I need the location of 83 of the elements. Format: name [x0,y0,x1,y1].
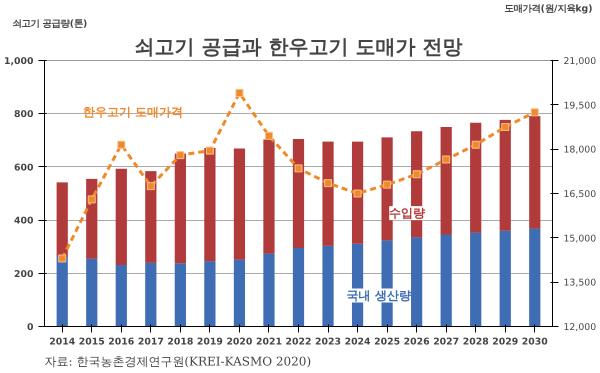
y2-axis-title: 도매가격(원/지육kg) [504,4,593,14]
x-tick-label: 2014 [49,336,76,348]
x-tick-label: 2019 [196,336,223,348]
bar [263,140,275,254]
x-tick-label: 2023 [315,336,342,348]
bar [352,142,364,244]
bar [322,142,334,246]
bar [174,154,186,264]
point [383,180,392,189]
y2-tick-label: 15,000 [564,233,596,244]
x-tick-label: 2027 [433,336,460,348]
bar [322,246,334,326]
point [235,89,244,98]
x-tick-label: 2024 [344,336,372,348]
x-tick-label: 2021 [256,336,282,348]
bar [292,248,304,326]
point [530,108,539,116]
x-tick-label: 2017 [138,336,164,348]
y2-tick-label: 21,000 [564,56,596,67]
chart-title: 쇠고기 공급과 한우고기 도매가 전망 [134,34,462,58]
bar [86,258,98,326]
x-tick-label: 2030 [522,336,548,348]
x-tick-label: 2016 [108,336,134,348]
y2-tick-label: 12,000 [564,322,596,333]
point [354,190,362,198]
y-axis-title: 쇠고기 공급량(톤) [12,18,88,30]
text: 한우고기 도매가격 [82,105,184,120]
x-tick-label: 2026 [404,336,430,348]
bar [145,171,156,263]
y-tick-label: 200 [14,268,34,280]
x-tick-label: 2015 [78,336,105,348]
bar [500,230,511,326]
bar [56,256,68,326]
point [442,156,450,164]
y-tick-label: 400 [14,216,34,227]
x-tick-label: 2020 [226,336,253,348]
bar [411,237,422,326]
point [501,123,510,131]
y-tick-label: 0 [27,322,34,333]
bar [440,127,452,234]
point [472,140,480,149]
series-label: 수입량 [389,206,426,220]
y2-tick-label: 13,500 [564,278,596,289]
bar [440,234,452,326]
point [412,170,421,178]
y-tick-label: 600 [14,162,34,174]
bar [263,254,275,326]
bar [174,263,186,326]
x-tick-label: 2018 [167,336,194,348]
bar [145,262,156,326]
x-tick-label: 2022 [286,336,312,348]
point [117,140,126,149]
bar [292,138,304,248]
text: 자료: 한국농촌경제연구원(KREI-KASMO 2020) [44,354,312,368]
point [146,182,155,190]
bar [500,120,511,231]
bar [116,168,127,266]
point [58,254,66,263]
point [176,151,184,160]
point [88,195,96,204]
bar [529,116,540,229]
point [206,146,214,155]
bar [470,122,482,233]
bar [529,228,540,326]
bar [234,260,246,326]
y2-tick-label: 19,500 [564,100,596,112]
bar [56,182,68,257]
x-tick-label: 2028 [462,336,489,348]
bar [204,148,216,262]
series-label: 국내 생산량 [346,288,411,303]
bar [204,261,216,326]
point [264,132,273,140]
y-tick-label: 1,000 [4,56,34,67]
bar [470,232,482,326]
bar [116,265,127,326]
x-tick-label: 2029 [492,336,518,348]
y2-tick-label: 18,000 [564,144,596,156]
y-tick-label: 800 [14,109,34,120]
x-tick-label: 2025 [374,336,400,348]
y2-tick-label: 16,500 [564,189,596,200]
point [324,179,332,188]
point [294,164,302,172]
bar [234,148,246,260]
